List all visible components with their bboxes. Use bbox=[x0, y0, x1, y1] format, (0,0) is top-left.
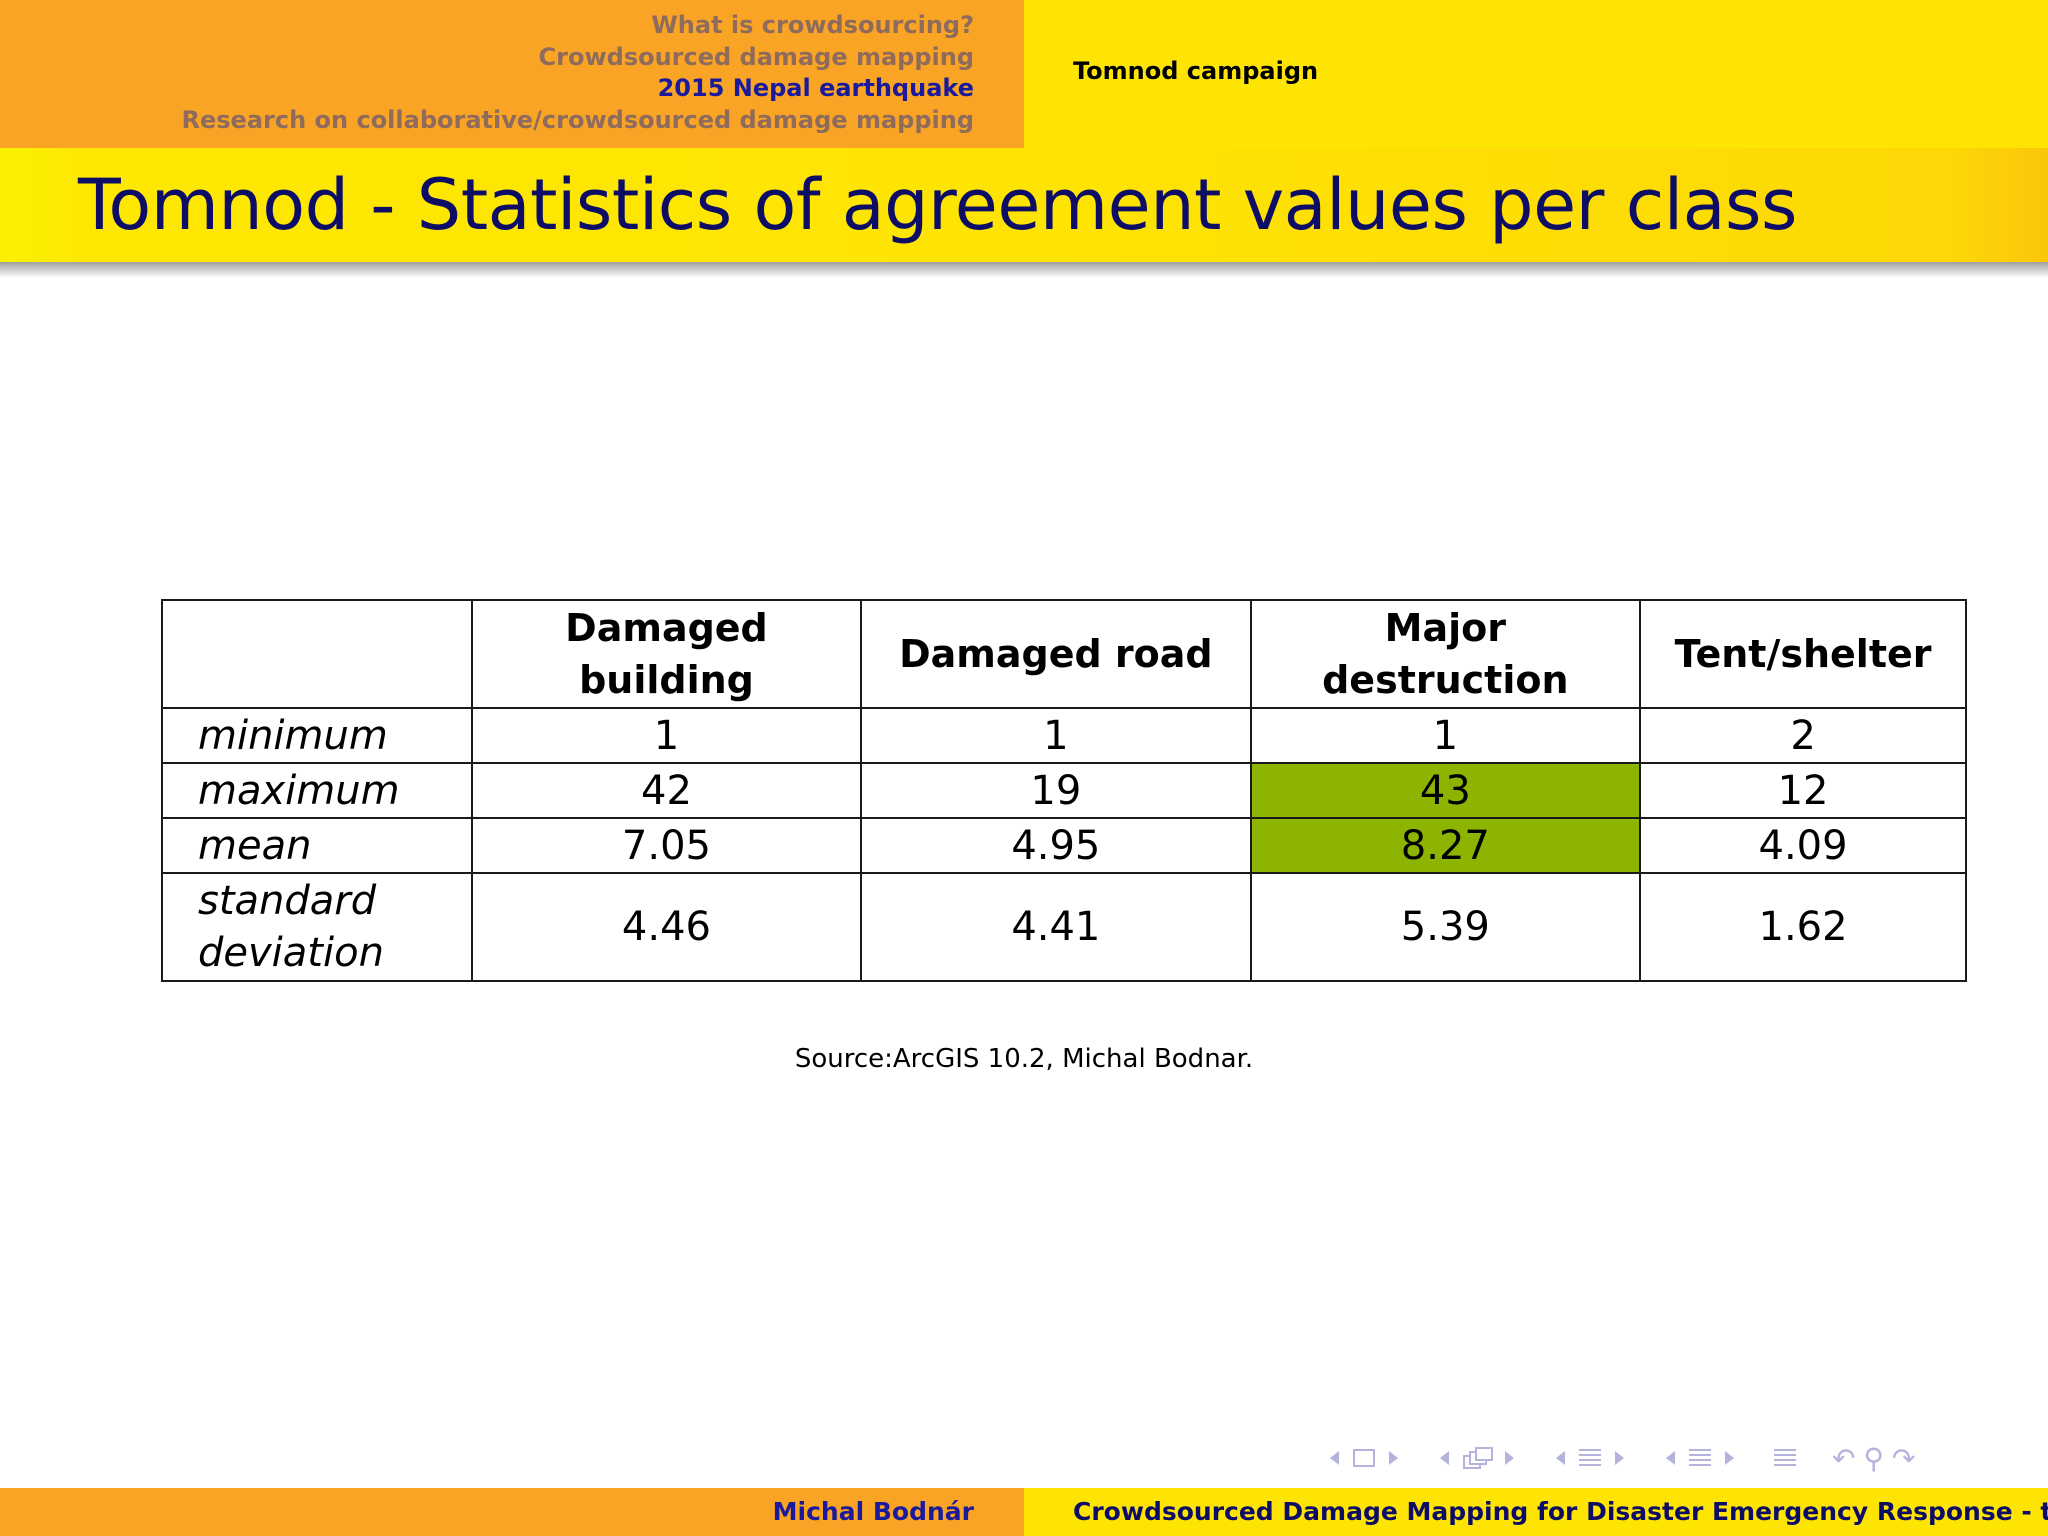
header-section-panel: What is crowdsourcing? Crowdsourced dama… bbox=[0, 0, 1024, 148]
table-cell: 12 bbox=[1639, 762, 1967, 819]
table-cell: 1 bbox=[1249, 707, 1642, 764]
toc-lines-icon[interactable] bbox=[1774, 1449, 1796, 1467]
subsection-icon[interactable] bbox=[1579, 1449, 1601, 1467]
slide-nav-icon[interactable] bbox=[1322, 1449, 1406, 1467]
column-header-empty bbox=[161, 599, 473, 709]
table-row-mean: mean 7.05 4.95 8.27 4.09 bbox=[161, 817, 1967, 874]
slide-title: Tomnod - Statistics of agreement values … bbox=[78, 164, 1797, 246]
toc-icon[interactable] bbox=[1768, 1449, 1802, 1467]
table-cell: 4.95 bbox=[860, 817, 1252, 874]
subsection-nav-icon[interactable] bbox=[1548, 1449, 1632, 1467]
table-cell: 1 bbox=[860, 707, 1252, 764]
row-label: standard deviation bbox=[161, 872, 473, 982]
search-nav-icon[interactable]: ↶ ⚲ ↷ bbox=[1828, 1442, 1919, 1475]
frame-nav-icon[interactable] bbox=[1432, 1447, 1522, 1469]
frame-icon[interactable] bbox=[1463, 1447, 1493, 1469]
table-row-standard-deviation: standard deviation 4.46 4.41 5.39 1.62 bbox=[161, 872, 1967, 982]
section-link-damage-mapping[interactable]: Crowdsourced damage mapping bbox=[538, 42, 974, 71]
column-header-tent-shelter: Tent/shelter bbox=[1639, 599, 1967, 709]
section-link-crowdsourcing[interactable]: What is crowdsourcing? bbox=[651, 11, 974, 39]
section-icon[interactable] bbox=[1689, 1449, 1711, 1467]
table-cell: 5.39 bbox=[1249, 872, 1642, 982]
footer-title-panel: Crowdsourced Damage Mapping for Disaster… bbox=[1024, 1488, 2048, 1536]
column-header-major-destruction: Major destruction bbox=[1249, 599, 1642, 709]
forward-icon[interactable]: ↷ bbox=[1891, 1441, 1916, 1475]
table-cell: 4.41 bbox=[860, 872, 1252, 982]
source-caption: Source:ArcGIS 10.2, Michal Bodnar. bbox=[794, 1044, 1254, 1074]
next-section-icon[interactable] bbox=[1725, 1451, 1734, 1465]
row-label: minimum bbox=[161, 707, 473, 764]
section-nav: What is crowdsourcing? Crowdsourced dama… bbox=[182, 10, 974, 136]
footer-title: Crowdsourced Damage Mapping for Disaster… bbox=[1073, 1497, 2048, 1526]
table-row-minimum: minimum 1 1 1 2 bbox=[161, 707, 1967, 764]
table-cell: 1 bbox=[470, 707, 863, 764]
table-row-maximum: maximum 42 19 43 12 bbox=[161, 762, 1967, 819]
search-icon[interactable]: ⚲ bbox=[1863, 1441, 1884, 1475]
slide-icon[interactable] bbox=[1353, 1449, 1375, 1467]
footer-author: Michal Bodnár bbox=[772, 1497, 974, 1526]
table-cell: 4.09 bbox=[1639, 817, 1967, 874]
statistics-table: Damaged building Damaged road Major dest… bbox=[161, 599, 1967, 982]
previous-section-icon[interactable] bbox=[1666, 1451, 1675, 1465]
title-shadow bbox=[0, 262, 2048, 278]
column-header-damaged-building: Damaged building bbox=[470, 599, 863, 709]
back-icon[interactable]: ↶ bbox=[1832, 1441, 1856, 1475]
highlighted-cell: 8.27 bbox=[1249, 817, 1642, 874]
column-header-damaged-road: Damaged road bbox=[860, 599, 1252, 709]
table-cell: 42 bbox=[470, 762, 863, 819]
section-link-nepal-earthquake[interactable]: 2015 Nepal earthquake bbox=[657, 74, 974, 102]
previous-slide-icon[interactable] bbox=[1330, 1451, 1339, 1465]
table-cell: 7.05 bbox=[470, 817, 863, 874]
next-frame-icon[interactable] bbox=[1505, 1451, 1514, 1465]
previous-frame-icon[interactable] bbox=[1440, 1451, 1449, 1465]
footer-author-panel: Michal Bodnár bbox=[0, 1488, 1024, 1536]
section-link-research[interactable]: Research on collaborative/crowdsourced d… bbox=[181, 105, 974, 134]
section-nav-icon[interactable] bbox=[1658, 1449, 1742, 1467]
table-header-row: Damaged building Damaged road Major dest… bbox=[161, 599, 1967, 709]
row-label: mean bbox=[161, 817, 473, 874]
subsection-link[interactable]: Tomnod campaign bbox=[1073, 57, 1319, 85]
next-slide-icon[interactable] bbox=[1389, 1451, 1398, 1465]
table-cell: 2 bbox=[1639, 707, 1967, 764]
navigation-bar: ↶ ⚲ ↷ bbox=[1322, 1440, 1945, 1476]
highlighted-cell: 43 bbox=[1249, 762, 1642, 819]
table-cell: 4.46 bbox=[470, 872, 863, 982]
header-subsection-panel: Tomnod campaign bbox=[1024, 0, 2048, 148]
title-bar: Tomnod - Statistics of agreement values … bbox=[0, 148, 2048, 262]
table-cell: 1.62 bbox=[1639, 872, 1967, 982]
table-cell: 19 bbox=[860, 762, 1252, 819]
row-label: maximum bbox=[161, 762, 473, 819]
previous-subsection-icon[interactable] bbox=[1556, 1451, 1565, 1465]
next-subsection-icon[interactable] bbox=[1615, 1451, 1624, 1465]
